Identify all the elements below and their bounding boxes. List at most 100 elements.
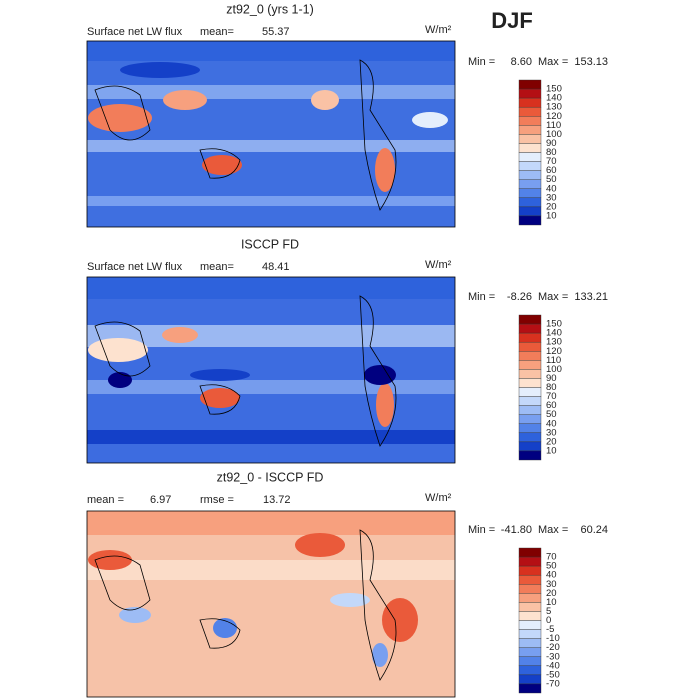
colorbar-label: -10 [546,633,560,644]
colorbar-label: 140 [546,328,562,339]
colorbar-label: -5 [546,624,554,635]
colorbar-box [518,683,542,694]
colorbar-box [518,351,542,361]
colorbar-box [518,188,542,199]
colorbar-box [518,332,542,343]
stat-value: 6.97 [150,494,171,506]
min-value: -41.80 [501,524,532,536]
colorbar-label: 30 [546,579,557,590]
colorbar-label: 50 [546,561,557,572]
colorbar-box [518,170,542,180]
colorbar-box [518,423,542,434]
colorbar-label: 70 [546,391,557,402]
max-label: Max = [538,56,568,68]
colorbar-box [518,341,542,352]
colorbar-box [518,593,542,603]
colorbar-box [518,197,542,208]
max-value: 133.21 [574,291,608,303]
field-name: Surface net LW flux [87,261,183,273]
colorbar-label: 10 [546,210,557,221]
colorbar-box [518,360,542,370]
colorbar-label: 30 [546,427,557,438]
colorbar-box [518,323,542,334]
stat-label: mean= [200,26,234,38]
colorbar-box [518,547,542,558]
stat-value: 48.41 [262,261,290,273]
units: W/m² [425,24,452,36]
panel-title: ISCCP FD [241,237,299,251]
colorbar-label: 20 [546,201,557,212]
colorbar-label: 40 [546,418,557,429]
map-frame [86,40,456,228]
colorbar-box [518,396,542,406]
colorbar-label: 40 [546,570,557,581]
colorbar-label: 60 [546,165,557,176]
colorbar-label: 90 [546,373,557,384]
colorbar-box [518,116,542,126]
min-value: -8.26 [507,291,532,303]
colorbar-label: -30 [546,651,560,662]
colorbar-box [518,387,542,397]
colorbar-box [518,143,542,153]
colorbar-box [518,602,542,612]
max-label: Max = [538,291,568,303]
colorbar-box [518,134,542,144]
colorbar-box [518,556,542,567]
units: W/m² [425,259,452,271]
colorbar-box [518,152,542,162]
season-label: DJF [491,8,533,33]
colorbar-label: 80 [546,382,557,393]
colorbar-label: 120 [546,111,562,122]
colorbar-box [518,611,542,621]
stat-label: rmse = [200,494,234,506]
colorbar-label: 100 [546,129,562,140]
min-value: 8.60 [511,56,532,68]
map-field [87,511,455,697]
colorbar-box [518,378,542,388]
colorbar-label: 40 [546,183,557,194]
colorbar-label: 130 [546,337,562,348]
colorbar-box [518,584,542,594]
colorbar-box [518,161,542,171]
colorbar-label: 30 [546,192,557,203]
colorbar-box [518,314,542,325]
min-label: Min = [468,56,495,68]
panel-title: zt92_0 (yrs 1-1) [226,2,314,16]
units: W/m² [425,492,452,504]
colorbar-label: -20 [546,642,560,653]
colorbar-box [518,125,542,135]
colorbar-label: 120 [546,346,562,357]
min-label: Min = [468,291,495,303]
stat-label: mean = [87,494,124,506]
colorbar-box [518,405,542,415]
colorbar-box [518,441,542,452]
colorbar-box [518,565,542,576]
colorbar-box [518,432,542,443]
colorbar-label: 10 [546,445,557,456]
stat-value: 55.37 [262,26,290,38]
stat-value: 13.72 [263,494,291,506]
colorbar-box [518,647,542,657]
field-name: Surface net LW flux [87,26,183,38]
colorbar-label: 80 [546,147,557,158]
colorbar-box [518,629,542,639]
colorbar-box [518,106,542,117]
map-frame [86,510,456,698]
colorbar-box [518,450,542,461]
colorbar-label: -50 [546,669,560,680]
colorbar-label: 140 [546,93,562,104]
map-frame [86,276,456,464]
colorbar-box [518,638,542,648]
colorbar-label: 20 [546,588,557,599]
max-label: Max = [538,524,568,536]
colorbar-box [518,97,542,108]
min-label: Min = [468,524,495,536]
colorbar-box [518,665,542,676]
colorbar-label: 100 [546,364,562,375]
colorbar-box [518,656,542,667]
colorbar-box [518,620,542,630]
colorbar-label: 130 [546,102,562,113]
colorbar-box [518,574,542,585]
colorbar-label: 20 [546,436,557,447]
